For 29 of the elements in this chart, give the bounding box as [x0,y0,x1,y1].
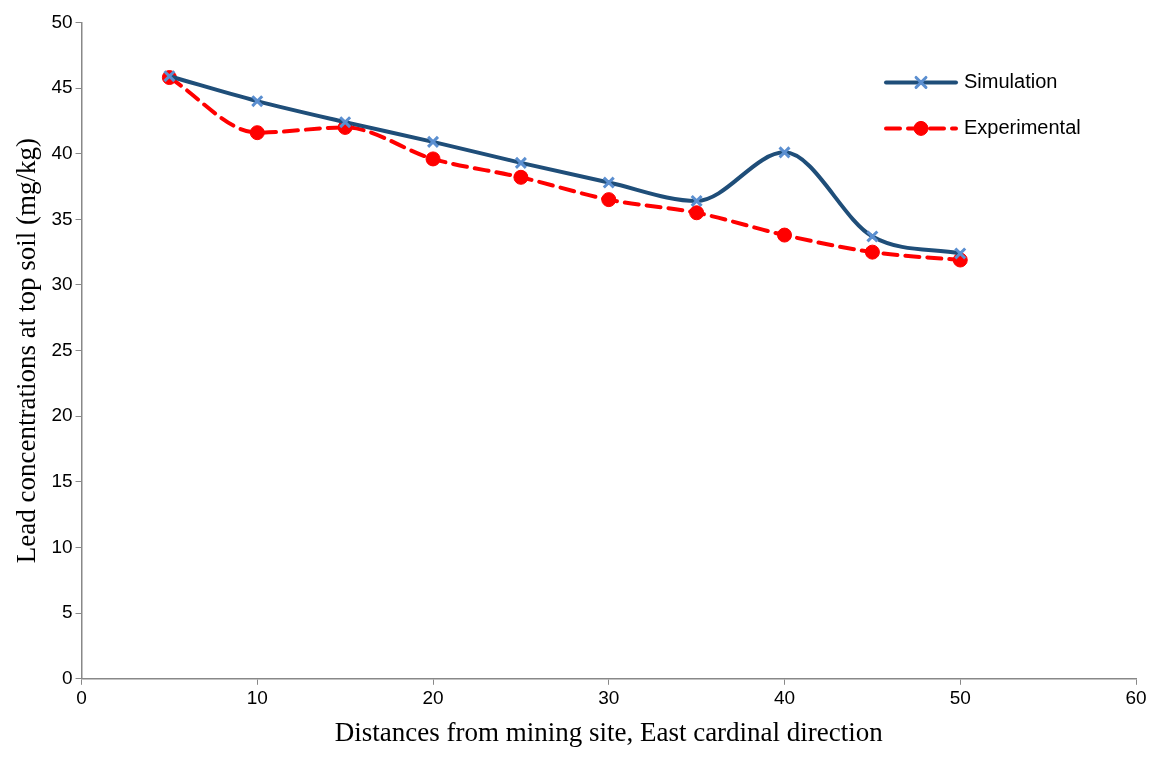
point [689,205,705,221]
y-tick-label: 15 [51,470,73,492]
x-tick-label: 30 [598,687,620,709]
y-tick-label: 35 [51,207,73,229]
y-tick-label: 40 [51,141,73,163]
x-tick-label: 0 [76,687,87,709]
legend-label: Simulation [964,69,1058,92]
x-tick-label: 60 [1125,687,1147,709]
y-tick-label: 50 [51,10,73,32]
y-tick-label: 0 [61,667,73,689]
x-tick-label: 20 [422,687,444,709]
y-tick-label: 45 [51,76,73,98]
point [601,192,617,208]
x-axis-title: Distances from mining site, East cardinal direction [334,716,884,747]
y-tick-label: 30 [51,273,73,295]
x-tick-label: 40 [773,687,796,709]
point [864,244,880,260]
y-tick-label: 20 [51,404,73,426]
x-tick-label: 50 [949,687,971,709]
point [425,151,441,167]
point [513,169,529,185]
legend-label: Experimental [964,115,1081,138]
y-tick-label: 25 [51,338,73,360]
y-axis-title: Lead concentrations at top soil (mg/kg) [11,138,42,564]
point [777,227,793,243]
point [249,125,265,141]
x-tick-label: 10 [246,687,268,709]
y-tick-label: 5 [61,601,73,623]
y-tick-label: 10 [51,535,73,557]
